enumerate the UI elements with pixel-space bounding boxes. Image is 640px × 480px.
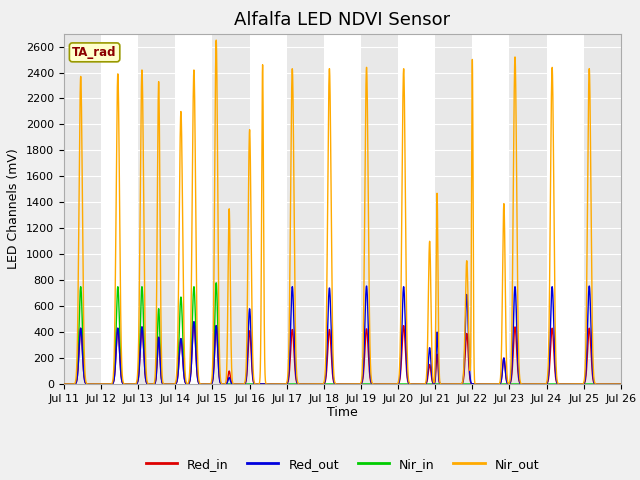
Bar bbox=[212, 34, 250, 384]
Bar bbox=[584, 34, 621, 384]
Bar bbox=[361, 34, 398, 384]
Legend: Red_in, Red_out, Nir_in, Nir_out: Red_in, Red_out, Nir_in, Nir_out bbox=[141, 453, 544, 476]
Bar bbox=[287, 34, 324, 384]
Y-axis label: LED Channels (mV): LED Channels (mV) bbox=[8, 148, 20, 269]
Text: TA_rad: TA_rad bbox=[72, 46, 117, 59]
Bar bbox=[138, 34, 175, 384]
Bar bbox=[435, 34, 472, 384]
X-axis label: Time: Time bbox=[327, 407, 358, 420]
Bar bbox=[64, 34, 101, 384]
Bar bbox=[509, 34, 547, 384]
Title: Alfalfa LED NDVI Sensor: Alfalfa LED NDVI Sensor bbox=[234, 11, 451, 29]
